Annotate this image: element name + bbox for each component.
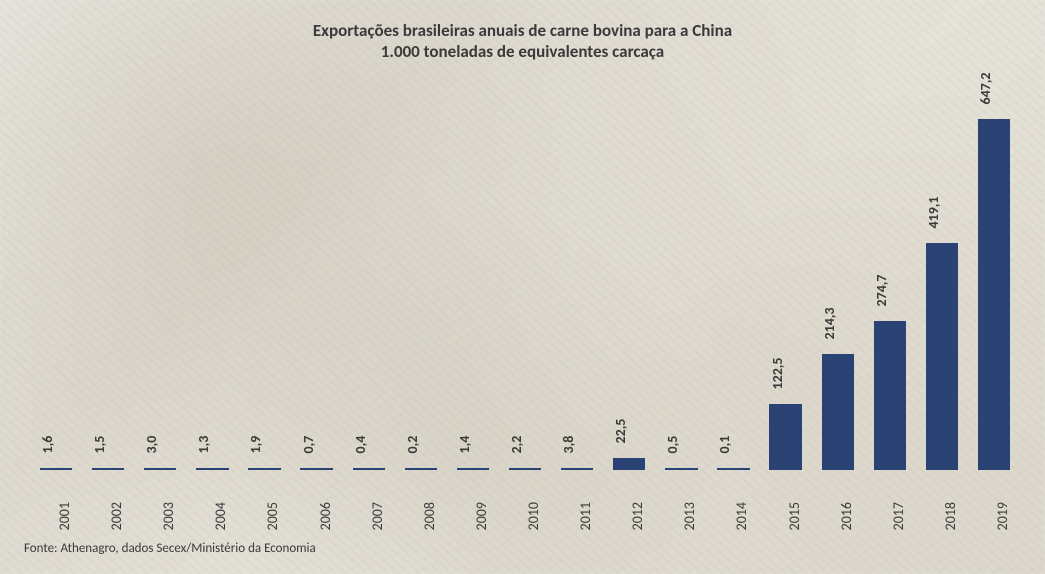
bar-value-label: 3,0 [143, 436, 160, 454]
bar [144, 468, 176, 470]
bar-slot: 1,4 [447, 90, 499, 470]
x-tick-label: 2011 [577, 502, 594, 530]
x-tick-slot: 2007 [343, 494, 395, 554]
bar-value-label: 3,8 [560, 436, 577, 454]
bar-slot: 1,9 [238, 90, 290, 470]
x-tick-slot: 2014 [707, 494, 759, 554]
bar-slot: 0,7 [291, 90, 343, 470]
bar-slot: 1,3 [186, 90, 238, 470]
bar [353, 468, 385, 470]
x-tick-label: 2016 [838, 502, 855, 530]
bar-value-label: 0,1 [716, 436, 733, 454]
bar-value-label: 419,1 [925, 196, 942, 228]
x-tick-slot: 2019 [968, 494, 1020, 554]
x-tick-label: 2017 [890, 502, 907, 530]
x-tick-slot: 2016 [812, 494, 864, 554]
bar-slot: 419,1 [916, 90, 968, 470]
bar-value-label: 0,2 [404, 436, 421, 454]
bar [717, 468, 749, 470]
bar [405, 468, 437, 470]
chart-title: Exportações brasileiras anuais de carne … [0, 20, 1045, 63]
bar-slot: 274,7 [864, 90, 916, 470]
x-tick-slot: 2009 [447, 494, 499, 554]
bar-slot: 1,5 [82, 90, 134, 470]
x-tick-label: 2005 [264, 502, 281, 530]
bar-slot: 3,8 [551, 90, 603, 470]
x-tick-label: 2009 [473, 502, 490, 530]
bar-value-label: 1,9 [247, 436, 264, 454]
bar-value-label: 0,7 [300, 436, 317, 454]
bar [822, 354, 854, 470]
bar [509, 468, 541, 470]
x-tick-label: 2001 [56, 502, 73, 530]
bar-value-label: 1,4 [456, 436, 473, 454]
bar-slot: 0,2 [395, 90, 447, 470]
bar-value-label: 0,4 [352, 436, 369, 454]
bar [769, 404, 801, 471]
x-tick-label: 2018 [942, 502, 959, 530]
x-tick-slot: 2011 [551, 494, 603, 554]
x-tick-label: 2013 [681, 502, 698, 530]
chart-plot-area: 1,6 1,5 3,0 1,3 1,9 0,7 0,4 0,2 1,4 2,2 3,8 22,5 0,5… [30, 90, 1020, 470]
bar-slot: 0,4 [343, 90, 395, 470]
bar [978, 119, 1010, 470]
bar-slot: 0,5 [655, 90, 707, 470]
bar [874, 321, 906, 470]
bar-series: 1,6 1,5 3,0 1,3 1,9 0,7 0,4 0,2 1,4 2,2 3,8 22,5 0,5… [30, 90, 1020, 470]
chart-title-line1: Exportações brasileiras anuais de carne … [0, 20, 1045, 41]
x-tick-slot: 2018 [916, 494, 968, 554]
bar-value-label: 22,5 [612, 418, 629, 443]
bar [613, 458, 645, 470]
bar [300, 468, 332, 470]
bar [196, 468, 228, 470]
bar-slot: 2,2 [499, 90, 551, 470]
x-tick-label: 2004 [212, 502, 229, 530]
bar-value-label: 214,3 [821, 307, 838, 339]
bar-value-label: 2,2 [508, 436, 525, 454]
bar-value-label: 1,6 [39, 436, 56, 454]
bar-slot: 22,5 [603, 90, 655, 470]
x-tick-slot: 2015 [760, 494, 812, 554]
x-tick-label: 2015 [786, 502, 803, 530]
x-tick-slot: 2013 [655, 494, 707, 554]
bar [248, 468, 280, 470]
bar [561, 468, 593, 470]
x-tick-label: 2006 [317, 502, 334, 530]
chart-source: Fonte: Athenagro, dados Secex/Ministério… [24, 541, 316, 556]
bar [665, 468, 697, 470]
x-tick-label: 2008 [421, 502, 438, 530]
x-tick-label: 2012 [629, 502, 646, 530]
chart-title-line2: 1.000 toneladas de equivalentes carcaça [0, 41, 1045, 62]
x-tick-slot: 2010 [499, 494, 551, 554]
bar-slot: 647,2 [968, 90, 1020, 470]
bar [40, 468, 72, 470]
bar-value-label: 274,7 [873, 274, 890, 306]
bar-value-label: 1,3 [195, 436, 212, 454]
bar-slot: 214,3 [812, 90, 864, 470]
x-tick-slot: 2012 [603, 494, 655, 554]
x-tick-label: 2003 [160, 502, 177, 530]
bar-slot: 122,5 [760, 90, 812, 470]
x-tick-label: 2014 [733, 502, 750, 530]
bar [92, 468, 124, 470]
bar-slot: 1,6 [30, 90, 82, 470]
bar [457, 468, 489, 470]
bar-slot: 0,1 [707, 90, 759, 470]
bar [926, 243, 958, 471]
bar-value-label: 647,2 [977, 72, 994, 104]
bar-value-label: 122,5 [769, 357, 786, 389]
x-tick-label: 2002 [108, 502, 125, 530]
x-tick-label: 2019 [994, 502, 1011, 530]
x-tick-label: 2007 [369, 502, 386, 530]
x-tick-slot: 2017 [864, 494, 916, 554]
x-tick-label: 2010 [525, 502, 542, 530]
bar-value-label: 1,5 [91, 436, 108, 454]
bar-value-label: 0,5 [664, 436, 681, 454]
bar-slot: 3,0 [134, 90, 186, 470]
x-tick-slot: 2008 [395, 494, 447, 554]
